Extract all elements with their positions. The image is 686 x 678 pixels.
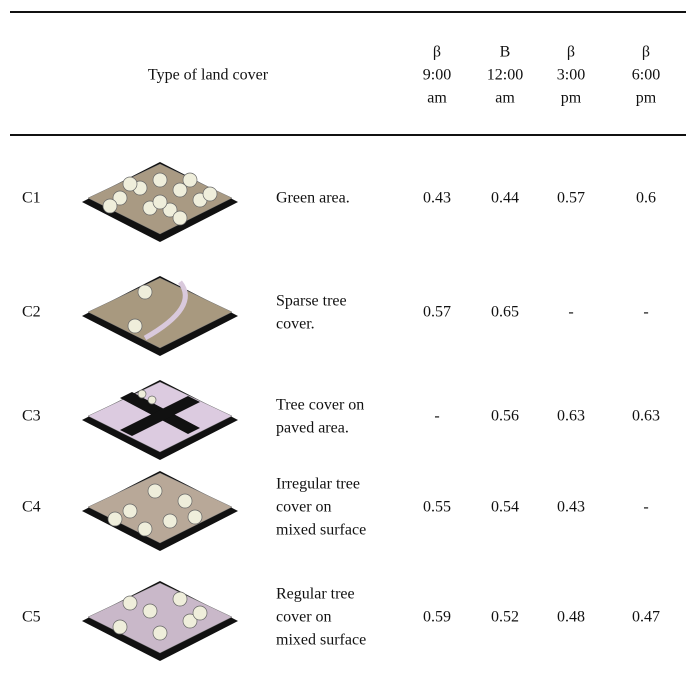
tree <box>172 591 188 607</box>
row-description: cover. <box>276 315 315 332</box>
cell-value: - <box>643 498 649 516</box>
tree <box>162 202 178 218</box>
cell-value: 0.63 <box>632 407 660 425</box>
cell-value: 0.47 <box>632 608 660 626</box>
tree <box>182 613 198 629</box>
row-description: Sparse tree <box>276 292 347 309</box>
column-header: 6:00 <box>631 66 661 84</box>
road <box>120 396 200 436</box>
tree <box>202 186 218 202</box>
row-id: C2 <box>22 303 41 321</box>
cell-value: - <box>568 303 574 321</box>
cell-value: 0.59 <box>423 608 451 626</box>
tree <box>182 172 198 188</box>
cell-value: 0.65 <box>491 303 519 321</box>
column-header: am <box>427 89 447 107</box>
column-header: pm <box>635 89 657 107</box>
tree <box>102 198 118 214</box>
column-header: 9:00 <box>422 66 452 84</box>
tree <box>112 190 128 206</box>
tree <box>152 172 168 188</box>
row-description: mixed surface <box>276 521 367 539</box>
row-description: Tree cover on <box>276 396 365 413</box>
row-description: cover on <box>276 498 332 516</box>
column-header: β <box>641 43 651 61</box>
column-header: β <box>432 43 442 61</box>
row-id: C1 <box>22 189 41 207</box>
tree <box>192 605 208 621</box>
tile-surface <box>87 582 233 654</box>
tree <box>122 595 138 611</box>
top-rule <box>10 11 686 13</box>
column-header: B <box>499 43 511 61</box>
tree <box>162 513 178 529</box>
column-header: 3:00 <box>556 66 586 84</box>
column-header: β <box>566 43 576 61</box>
tree <box>112 619 128 635</box>
cell-value: 0.57 <box>423 303 451 321</box>
row-id: C5 <box>22 608 41 626</box>
cell-value: 0.43 <box>423 189 451 207</box>
tree <box>137 389 147 399</box>
tree <box>142 603 158 619</box>
row-description: Green area. <box>276 189 350 207</box>
cell-value: 0.63 <box>557 407 585 425</box>
tree <box>187 509 203 525</box>
cell-value: - <box>434 407 440 425</box>
tree <box>147 395 157 405</box>
cell-value: 0.6 <box>636 189 656 207</box>
cell-value: 0.44 <box>491 189 519 207</box>
tile-surface <box>87 472 233 544</box>
cell-value: - <box>643 303 649 321</box>
column-header: 12:00 <box>486 66 524 84</box>
tree <box>137 284 153 300</box>
column-header: pm <box>560 89 582 107</box>
cell-value: 0.55 <box>423 498 451 516</box>
row-description: Irregular tree <box>276 475 360 493</box>
row-description: mixed surface <box>276 631 367 649</box>
tree <box>137 521 153 537</box>
header-title: Type of land cover <box>147 66 269 84</box>
tree <box>172 182 188 198</box>
cell-value: 0.57 <box>557 189 585 207</box>
tree <box>127 318 143 334</box>
cell-value: 0.48 <box>557 608 585 626</box>
tree <box>107 511 123 527</box>
row-id: C4 <box>22 498 41 516</box>
path <box>143 280 188 341</box>
tree <box>152 625 168 641</box>
tree <box>147 483 163 499</box>
row-description: cover on <box>276 608 332 626</box>
cell-value: 0.56 <box>491 407 519 425</box>
cell-value: 0.43 <box>557 498 585 516</box>
tile-surface <box>87 277 233 349</box>
tree <box>177 493 193 509</box>
column-header: am <box>495 89 515 107</box>
cell-value: 0.54 <box>491 498 519 516</box>
row-id: C3 <box>22 407 41 425</box>
cell-value: 0.52 <box>491 608 519 626</box>
tree <box>172 210 188 226</box>
row-description: Regular tree <box>276 585 355 603</box>
header-rule <box>10 134 686 136</box>
tree <box>122 503 138 519</box>
tree <box>122 176 138 192</box>
row-description: paved area. <box>276 419 349 436</box>
tree <box>152 194 168 210</box>
